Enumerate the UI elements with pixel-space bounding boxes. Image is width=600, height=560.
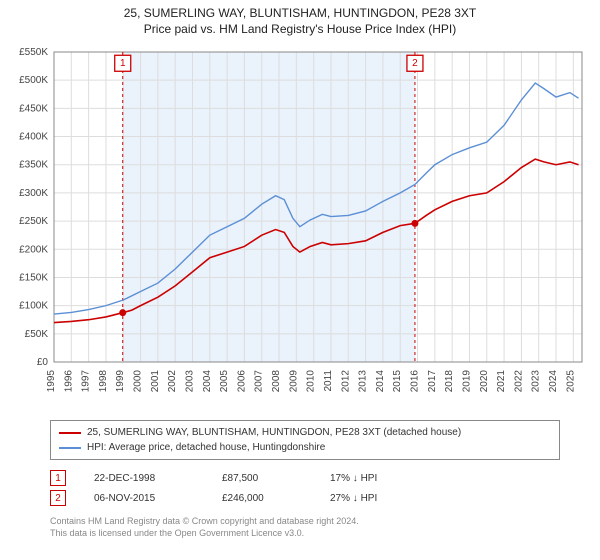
svg-text:2010: 2010: [306, 370, 317, 393]
svg-text:£100K: £100K: [19, 301, 48, 312]
svg-text:2009: 2009: [288, 370, 299, 393]
legend-row: HPI: Average price, detached house, Hunt…: [59, 440, 551, 455]
svg-text:£150K: £150K: [19, 272, 48, 283]
svg-text:2003: 2003: [184, 370, 195, 393]
chart-title: 25, SUMERLING WAY, BLUNTISHAM, HUNTINGDO…: [0, 6, 600, 20]
legend-row: 25, SUMERLING WAY, BLUNTISHAM, HUNTINGDO…: [59, 425, 551, 440]
svg-text:1998: 1998: [98, 370, 109, 393]
svg-text:1: 1: [120, 58, 126, 69]
sales-table: 1 22-DEC-1998 £87,500 17% ↓ HPI 2 06-NOV-2015…: [50, 468, 560, 508]
footer-text: Contains HM Land Registry data © Crown c…: [50, 516, 560, 539]
svg-text:£550K: £550K: [19, 47, 48, 58]
svg-text:2018: 2018: [444, 370, 455, 393]
legend-label: HPI: Average price, detached house, Hunt…: [87, 440, 325, 455]
sale-hpi-delta: 27% ↓ HPI: [330, 493, 410, 504]
svg-text:1997: 1997: [81, 370, 92, 393]
svg-text:£400K: £400K: [19, 132, 48, 143]
svg-text:2012: 2012: [340, 370, 351, 393]
svg-text:2004: 2004: [202, 370, 213, 393]
svg-text:2017: 2017: [427, 370, 438, 393]
svg-text:2019: 2019: [461, 370, 472, 393]
sale-date: 22-DEC-1998: [94, 473, 194, 484]
chart-container: 25, SUMERLING WAY, BLUNTISHAM, HUNTINGDO…: [0, 0, 600, 560]
sale-row: 1 22-DEC-1998 £87,500 17% ↓ HPI: [50, 468, 560, 488]
footer-line-2: This data is licensed under the Open Gov…: [50, 528, 560, 540]
sale-hpi-delta: 17% ↓ HPI: [330, 473, 410, 484]
legend-box: 25, SUMERLING WAY, BLUNTISHAM, HUNTINGDO…: [50, 420, 560, 460]
svg-text:2011: 2011: [323, 370, 334, 392]
chart-area: £0 £50K £100K £150K £200K £250K £300K £350K £400…: [10, 44, 590, 414]
legend-swatch: [59, 447, 81, 449]
sale-price: £246,000: [222, 493, 302, 504]
svg-text:1999: 1999: [115, 370, 126, 393]
svg-text:2007: 2007: [254, 370, 265, 393]
svg-text:£250K: £250K: [19, 216, 48, 227]
svg-text:2008: 2008: [271, 370, 282, 393]
chart-subtitle: Price paid vs. HM Land Registry's House …: [0, 22, 600, 36]
svg-text:2016: 2016: [410, 370, 421, 393]
sale-price: £87,500: [222, 473, 302, 484]
svg-text:1995: 1995: [46, 370, 57, 393]
legend-block: 25, SUMERLING WAY, BLUNTISHAM, HUNTINGDO…: [50, 420, 560, 539]
sale-row: 2 06-NOV-2015 £246,000 27% ↓ HPI: [50, 488, 560, 508]
svg-text:£0: £0: [37, 357, 49, 368]
svg-text:£450K: £450K: [19, 103, 48, 114]
footer-line-1: Contains HM Land Registry data © Crown c…: [50, 516, 560, 528]
svg-text:2025: 2025: [565, 370, 576, 393]
svg-text:£350K: £350K: [19, 160, 48, 171]
svg-text:2000: 2000: [133, 370, 144, 393]
svg-text:2002: 2002: [167, 370, 178, 393]
sale-date: 06-NOV-2015: [94, 493, 194, 504]
svg-text:2006: 2006: [236, 370, 247, 393]
svg-text:£50K: £50K: [25, 329, 49, 340]
sale-marker-icon: 1: [50, 470, 66, 486]
svg-text:1996: 1996: [63, 370, 74, 393]
title-block: 25, SUMERLING WAY, BLUNTISHAM, HUNTINGDO…: [0, 0, 600, 36]
svg-text:2022: 2022: [513, 370, 524, 393]
svg-text:£200K: £200K: [19, 244, 48, 255]
legend-label: 25, SUMERLING WAY, BLUNTISHAM, HUNTINGDO…: [87, 425, 461, 440]
svg-text:£300K: £300K: [19, 188, 48, 199]
svg-text:2015: 2015: [392, 370, 403, 393]
svg-text:2005: 2005: [219, 370, 230, 393]
svg-text:2014: 2014: [375, 370, 386, 393]
svg-text:£500K: £500K: [19, 75, 48, 86]
svg-text:2001: 2001: [150, 370, 161, 393]
svg-text:2020: 2020: [479, 370, 490, 393]
svg-text:2013: 2013: [358, 370, 369, 393]
legend-swatch: [59, 432, 81, 434]
svg-text:2: 2: [412, 58, 418, 69]
sale-marker-icon: 2: [50, 490, 66, 506]
line-chart-svg: £0 £50K £100K £150K £200K £250K £300K £350K £400…: [10, 44, 590, 414]
svg-text:2023: 2023: [531, 370, 542, 393]
svg-text:2021: 2021: [496, 370, 507, 393]
svg-text:2024: 2024: [548, 370, 559, 393]
